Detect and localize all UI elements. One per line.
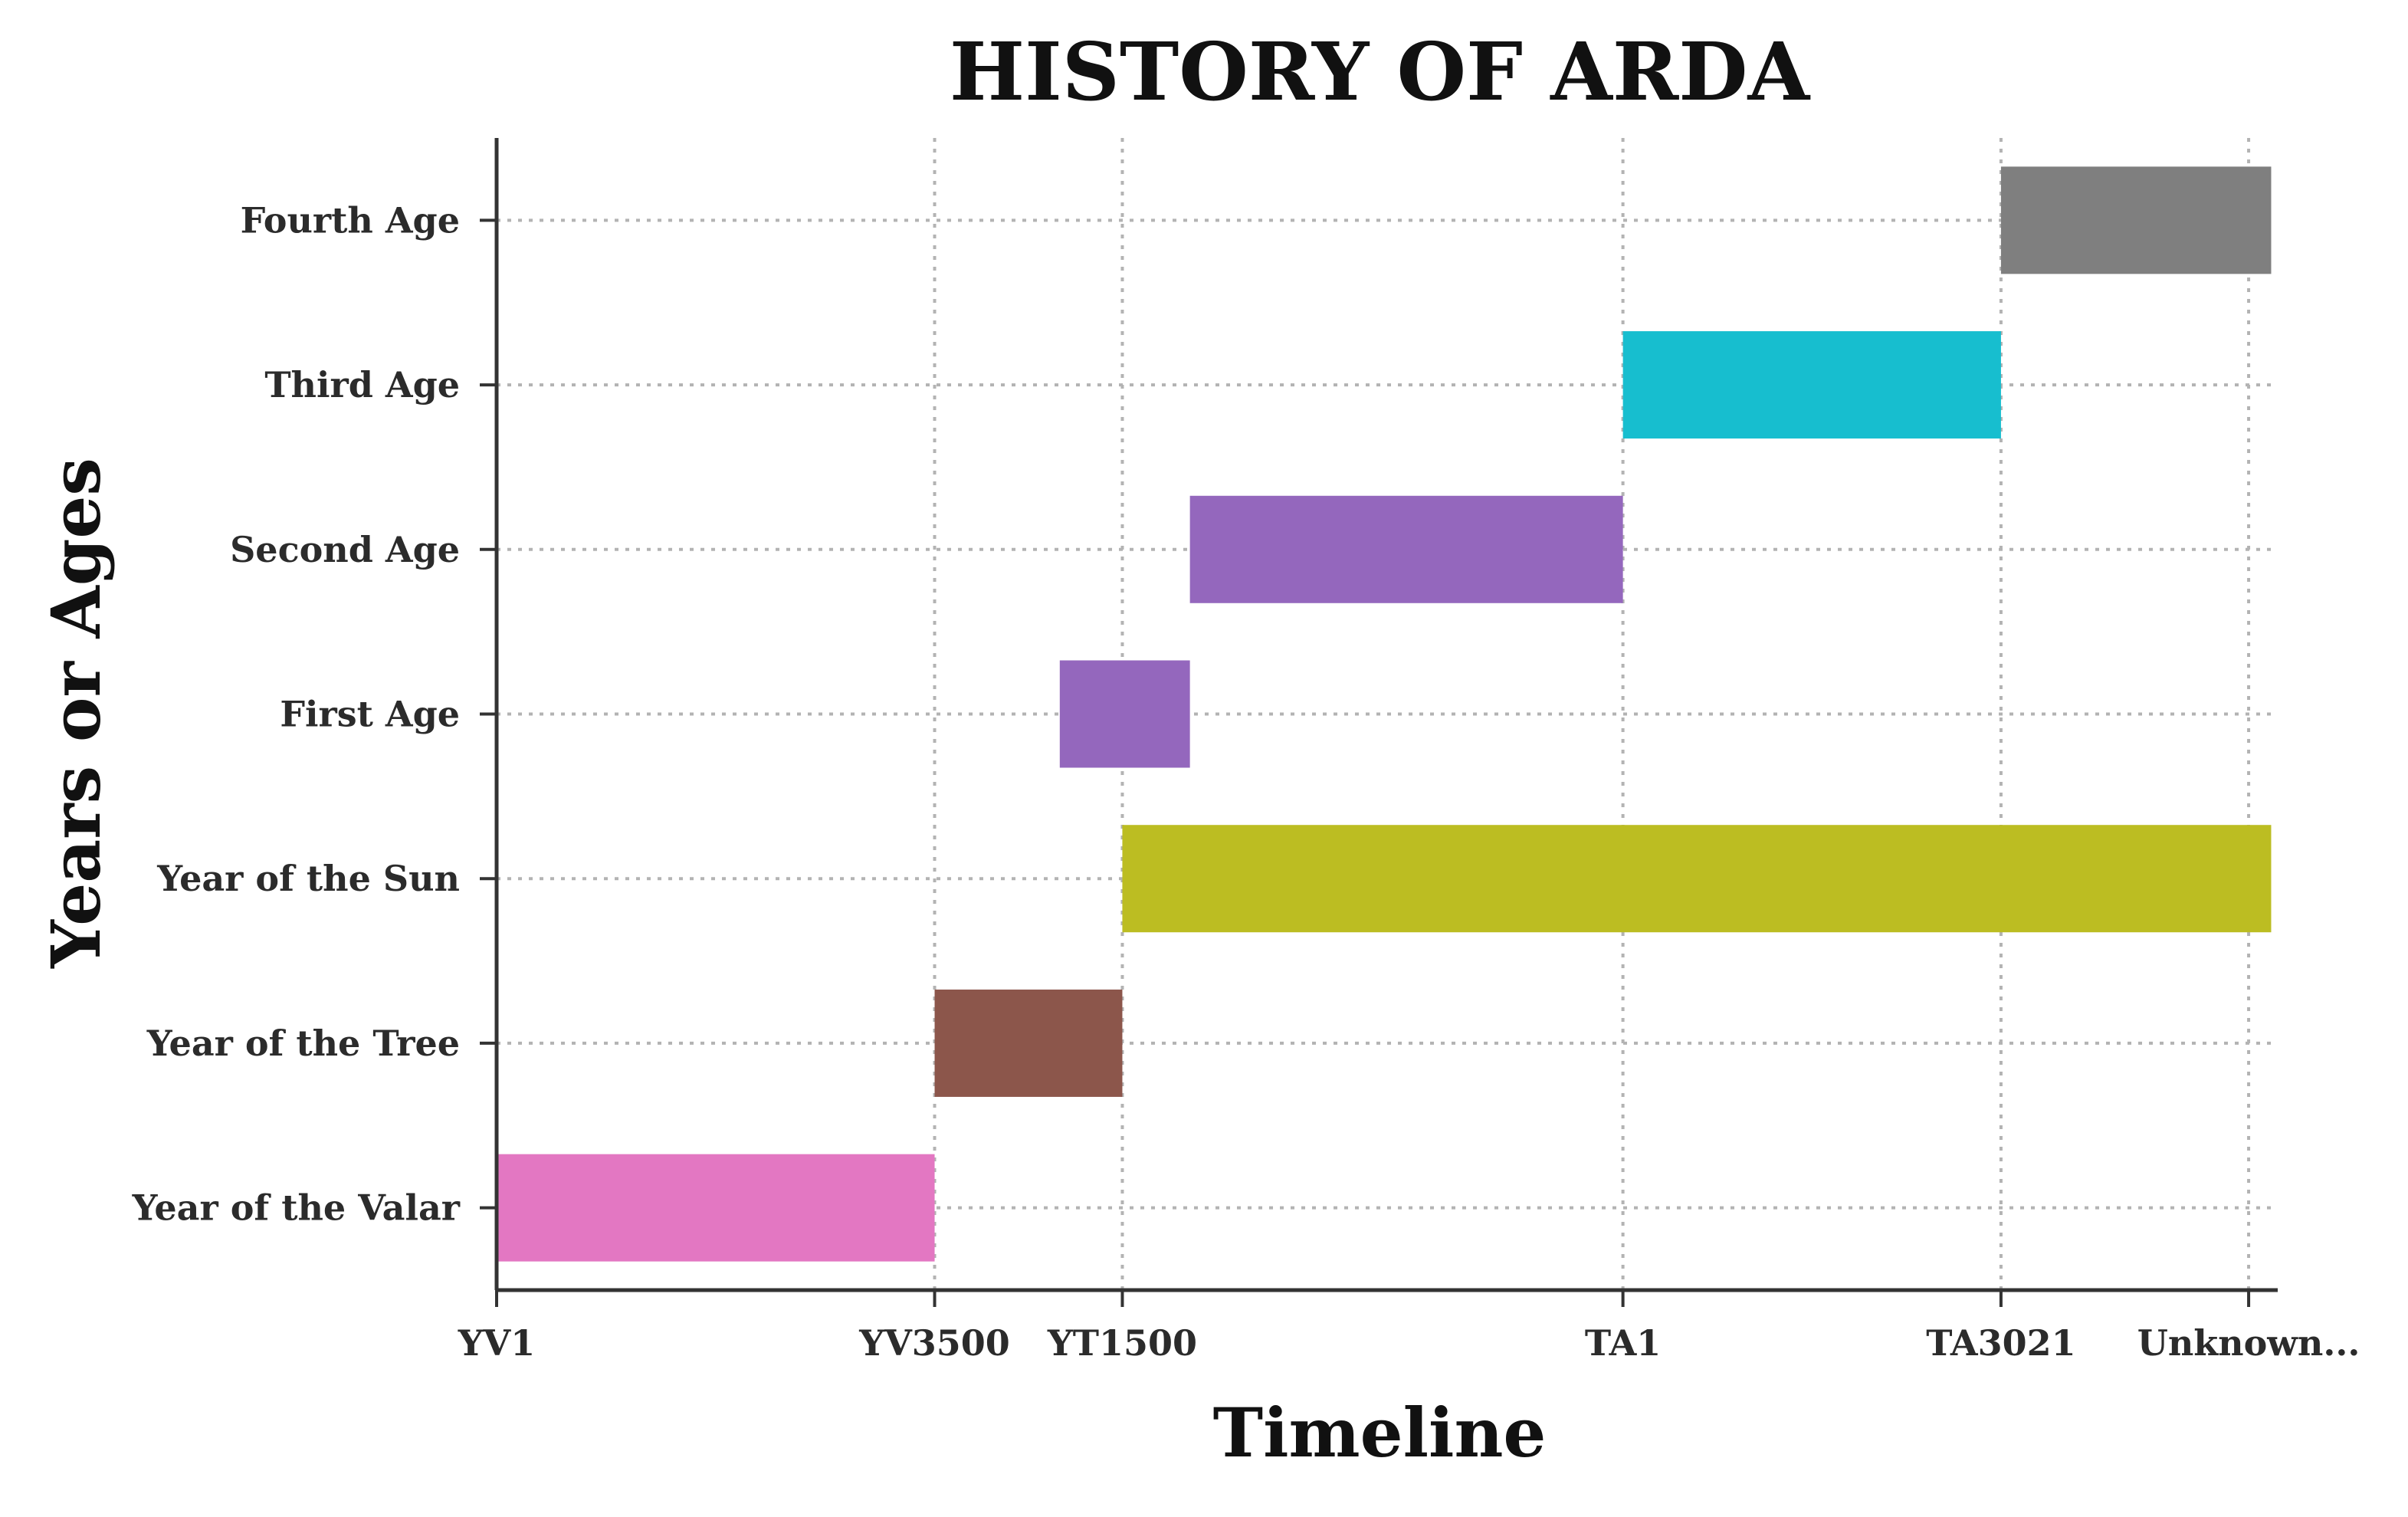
x-tick-label-yv3500: YV3500 [858, 1322, 1010, 1364]
y-tick-label-first-age: First Age [280, 694, 460, 735]
y-tick-label-second-age: Second Age [230, 529, 460, 570]
bar-first-age [1059, 660, 1190, 768]
y-axis-label: Years or Ages [36, 458, 116, 969]
y-tick-layer: Year of the Valar Year of the Tree Year of… [132, 199, 497, 1229]
chart-title: HISTORY OF ARDA [950, 25, 1811, 119]
y-tick-label-year-of-the-tree: Year of the Tree [146, 1023, 460, 1064]
y-tick-label-year-of-the-sun: Year of the Sun [156, 858, 460, 899]
bar-year-of-the-valar [497, 1154, 935, 1262]
x-tick-label-yt1500: YT1500 [1047, 1322, 1197, 1364]
bar-fourth-age [2000, 166, 2272, 274]
x-tick-label-unknown: Unknown... [2137, 1322, 2360, 1364]
y-tick-label-third-age: Third Age [264, 364, 460, 406]
y-tick-label-year-of-the-valar: Year of the Valar [132, 1187, 461, 1229]
bar-second-age [1189, 495, 1623, 603]
x-axis-label: Timeline [1213, 1393, 1547, 1473]
y-tick-label-fourth-age: Fourth Age [241, 199, 460, 241]
x-tick-label-yv1: YV1 [458, 1322, 536, 1364]
bar-third-age [1622, 331, 2001, 439]
bar-year-of-the-tree [934, 989, 1123, 1097]
bar-layer [497, 166, 2272, 1262]
x-tick-label-ta1: TA1 [1585, 1322, 1661, 1364]
grid-layer [495, 138, 2276, 1290]
x-tick-label-ta3021: TA3021 [1926, 1322, 2075, 1364]
bar-year-of-the-sun [1122, 825, 2272, 933]
x-tick-layer: YV1 YV3500 YT1500 TA1 TA3021 Unknown... [458, 1290, 2360, 1364]
